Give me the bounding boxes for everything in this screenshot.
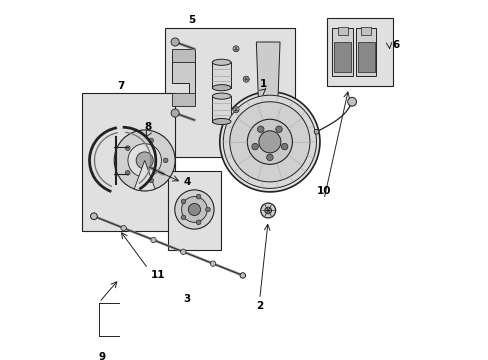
- Circle shape: [210, 261, 215, 266]
- Circle shape: [240, 273, 245, 278]
- Circle shape: [347, 97, 356, 106]
- Circle shape: [275, 126, 282, 132]
- Circle shape: [148, 138, 153, 143]
- Text: 3: 3: [183, 294, 190, 304]
- Circle shape: [128, 144, 161, 177]
- Bar: [327, 18, 392, 86]
- Bar: [82, 93, 175, 231]
- Circle shape: [181, 199, 185, 204]
- Polygon shape: [256, 42, 280, 137]
- Circle shape: [181, 215, 185, 220]
- Polygon shape: [361, 27, 370, 35]
- Text: 7: 7: [117, 81, 124, 91]
- Ellipse shape: [212, 118, 230, 125]
- Circle shape: [260, 203, 275, 218]
- Circle shape: [247, 119, 292, 165]
- Circle shape: [281, 143, 287, 150]
- Circle shape: [136, 152, 153, 169]
- Circle shape: [229, 102, 309, 182]
- Polygon shape: [171, 52, 195, 103]
- Polygon shape: [337, 27, 347, 35]
- Polygon shape: [357, 42, 374, 72]
- Text: 5: 5: [188, 15, 195, 25]
- Circle shape: [232, 107, 239, 113]
- Circle shape: [174, 190, 214, 229]
- Text: 11: 11: [151, 270, 165, 280]
- Circle shape: [205, 207, 210, 212]
- Circle shape: [188, 203, 200, 216]
- Circle shape: [125, 170, 130, 175]
- Circle shape: [257, 126, 264, 132]
- Polygon shape: [212, 62, 230, 88]
- Ellipse shape: [212, 85, 230, 91]
- Text: 6: 6: [392, 40, 399, 50]
- Wedge shape: [134, 161, 155, 191]
- Text: 4: 4: [183, 177, 190, 188]
- Circle shape: [223, 95, 316, 188]
- Circle shape: [196, 194, 201, 199]
- Text: 8: 8: [144, 122, 151, 132]
- Circle shape: [243, 76, 249, 82]
- Polygon shape: [332, 28, 352, 76]
- Bar: [168, 171, 221, 250]
- Circle shape: [171, 38, 179, 46]
- Polygon shape: [259, 123, 280, 150]
- Circle shape: [258, 131, 280, 153]
- Circle shape: [171, 109, 179, 117]
- Circle shape: [114, 130, 175, 191]
- Circle shape: [121, 225, 126, 231]
- Circle shape: [251, 143, 258, 150]
- Circle shape: [125, 146, 130, 150]
- Circle shape: [180, 249, 185, 255]
- Circle shape: [148, 178, 153, 183]
- Text: 9: 9: [99, 352, 106, 360]
- Polygon shape: [333, 42, 350, 72]
- Circle shape: [232, 46, 239, 52]
- Circle shape: [266, 154, 273, 161]
- Text: 10: 10: [316, 186, 330, 196]
- Text: 2: 2: [256, 301, 263, 311]
- Polygon shape: [171, 49, 195, 62]
- Ellipse shape: [212, 93, 230, 99]
- Bar: [164, 28, 295, 157]
- Circle shape: [150, 237, 156, 243]
- Circle shape: [163, 158, 168, 163]
- Polygon shape: [171, 93, 195, 106]
- Ellipse shape: [212, 59, 230, 65]
- Circle shape: [264, 207, 271, 214]
- Polygon shape: [212, 96, 230, 122]
- Circle shape: [181, 197, 207, 222]
- Polygon shape: [355, 28, 376, 76]
- Text: 1: 1: [259, 79, 266, 89]
- Circle shape: [219, 92, 319, 192]
- Circle shape: [196, 220, 201, 225]
- Circle shape: [314, 130, 318, 134]
- Circle shape: [90, 213, 97, 220]
